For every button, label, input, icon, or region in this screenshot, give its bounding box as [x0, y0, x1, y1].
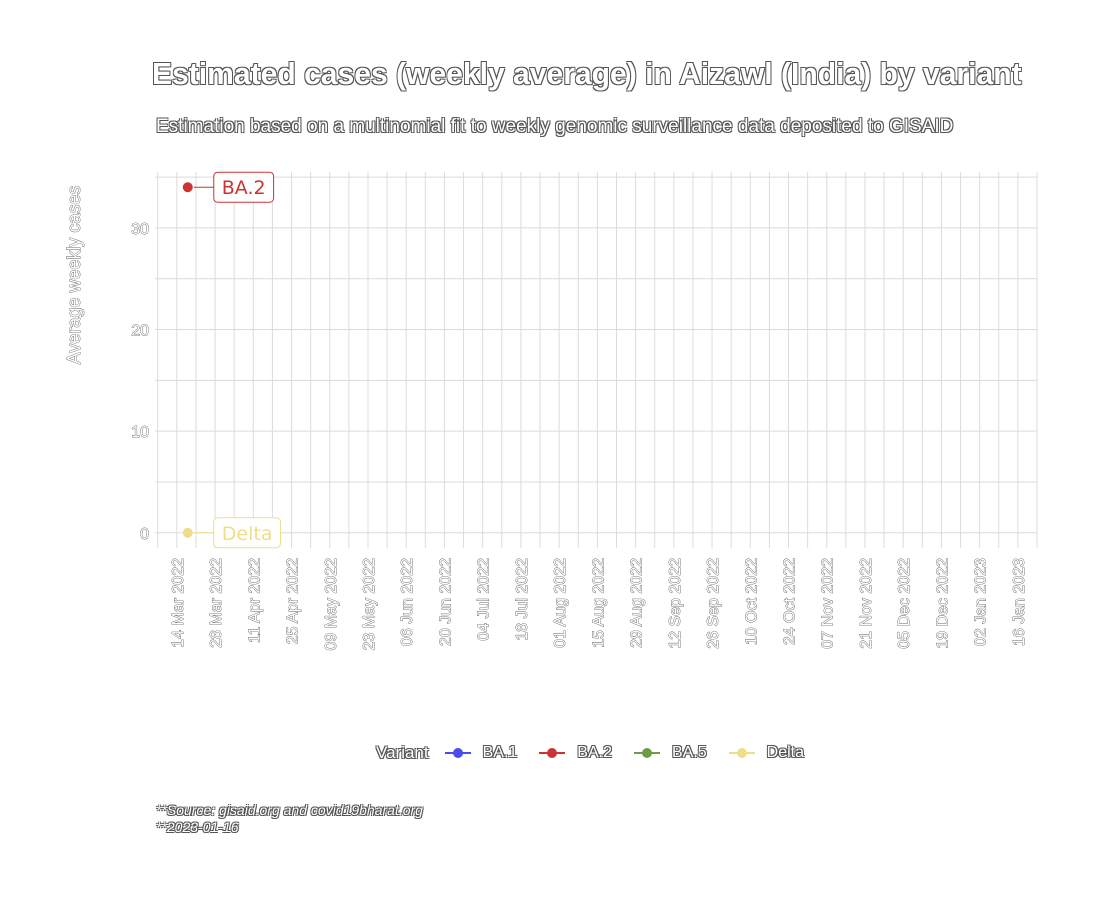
legend-key-delta [727, 743, 757, 763]
x-tick-label: 14 Mar 2022 [170, 558, 187, 648]
grid [155, 172, 1038, 548]
caption-source: **Source: gisaid.org and covid19bharat.o… [156, 802, 423, 818]
x-tick-label: 23 May 2022 [361, 558, 378, 651]
chart-subtitle: Estimation based on a multinomial fit to… [156, 116, 954, 137]
end-label-delta: Delta [193, 517, 281, 549]
y-tick-label: 0 [140, 526, 149, 543]
y-tick-label: 30 [131, 221, 149, 238]
x-tick-label: 16 Jan 2023 [1011, 558, 1028, 646]
x-tick-label: 15 Aug 2022 [590, 558, 607, 648]
chart-title: Estimated cases (weekly average) in Aiza… [152, 56, 1022, 91]
x-tick-label: 04 Jul 2022 [476, 558, 493, 641]
x-tick-label: 29 Aug 2022 [629, 558, 646, 648]
x-tick-label: 02 Jan 2023 [973, 558, 990, 646]
x-tick-label: 01 Aug 2022 [552, 558, 569, 648]
x-tick-label: 09 May 2022 [323, 558, 340, 651]
end-label-ba2: BA.2 [193, 171, 275, 203]
x-tick-label: 20 Jun 2022 [437, 558, 454, 646]
legend: Variant BA.1 BA.2 BA.5 Delta [376, 741, 824, 765]
legend-item-ba5: BA.5 [632, 743, 707, 763]
x-tick-label: 26 Sep 2022 [705, 558, 722, 649]
x-tick-label: 11 Apr 2022 [246, 558, 263, 643]
y-axis-ticks: 0 10 20 30 [131, 220, 150, 543]
end-label-text-ba2: BA.2 [222, 177, 266, 199]
legend-item-delta: Delta [727, 743, 804, 763]
legend-item-ba2: BA.2 [537, 743, 612, 763]
x-axis-ticks: 14 Mar 2022 28 Mar 2022 11 Apr 2022 25 Apr … [169, 557, 1028, 651]
x-tick-label: 05 Dec 2022 [896, 558, 913, 649]
y-axis-title: Average weekly cases [64, 186, 84, 365]
x-tick-label: 18 Jul 2022 [514, 558, 531, 641]
x-tick-label: 19 Dec 2022 [934, 558, 951, 649]
point-delta [182, 527, 193, 538]
x-tick-label: 07 Nov 2022 [820, 558, 837, 649]
legend-key-ba5 [632, 743, 662, 763]
legend-title: Variant [376, 743, 429, 762]
x-tick-label: 10 Oct 2022 [743, 558, 760, 645]
end-label-text-delta: Delta [222, 523, 273, 545]
legend-key-ba1 [443, 743, 473, 763]
legend-item-ba1: BA.1 [443, 743, 518, 763]
x-tick-label: 12 Sep 2022 [667, 558, 684, 649]
x-tick-label: 28 Mar 2022 [208, 558, 225, 648]
legend-label-ba5: BA.5 [671, 744, 707, 761]
legend-label-ba2: BA.2 [577, 744, 612, 761]
x-tick-label: 06 Jun 2022 [399, 558, 416, 646]
x-tick-label: 21 Nov 2022 [858, 558, 875, 649]
legend-key-ba2 [537, 743, 567, 763]
x-tick-label: 24 Oct 2022 [782, 558, 799, 645]
point-ba2 [182, 182, 193, 193]
legend-label-ba1: BA.1 [482, 744, 518, 761]
series-layer: BA.2 Delta [182, 171, 281, 549]
x-tick-label: 25 Apr 2022 [285, 558, 302, 644]
legend-label-delta: Delta [766, 744, 805, 761]
caption-date: **2023-01-16 [156, 819, 239, 835]
y-tick-label: 20 [131, 323, 149, 340]
y-tick-label: 10 [131, 424, 149, 441]
caption: **Source: gisaid.org and covid19bharat.o… [156, 802, 423, 836]
